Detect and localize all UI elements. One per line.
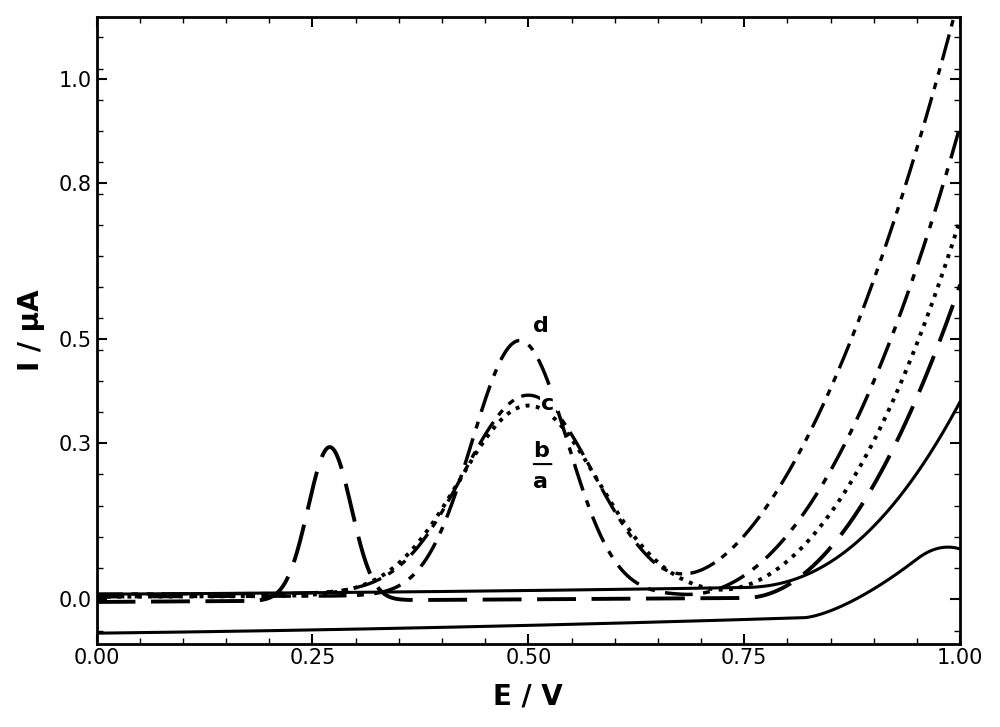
- Text: a: a: [533, 473, 548, 492]
- Text: d: d: [533, 316, 549, 336]
- Y-axis label: I / μA: I / μA: [17, 289, 45, 371]
- X-axis label: E / V: E / V: [493, 683, 563, 710]
- Text: c: c: [541, 394, 555, 414]
- Text: b: b: [533, 441, 549, 461]
